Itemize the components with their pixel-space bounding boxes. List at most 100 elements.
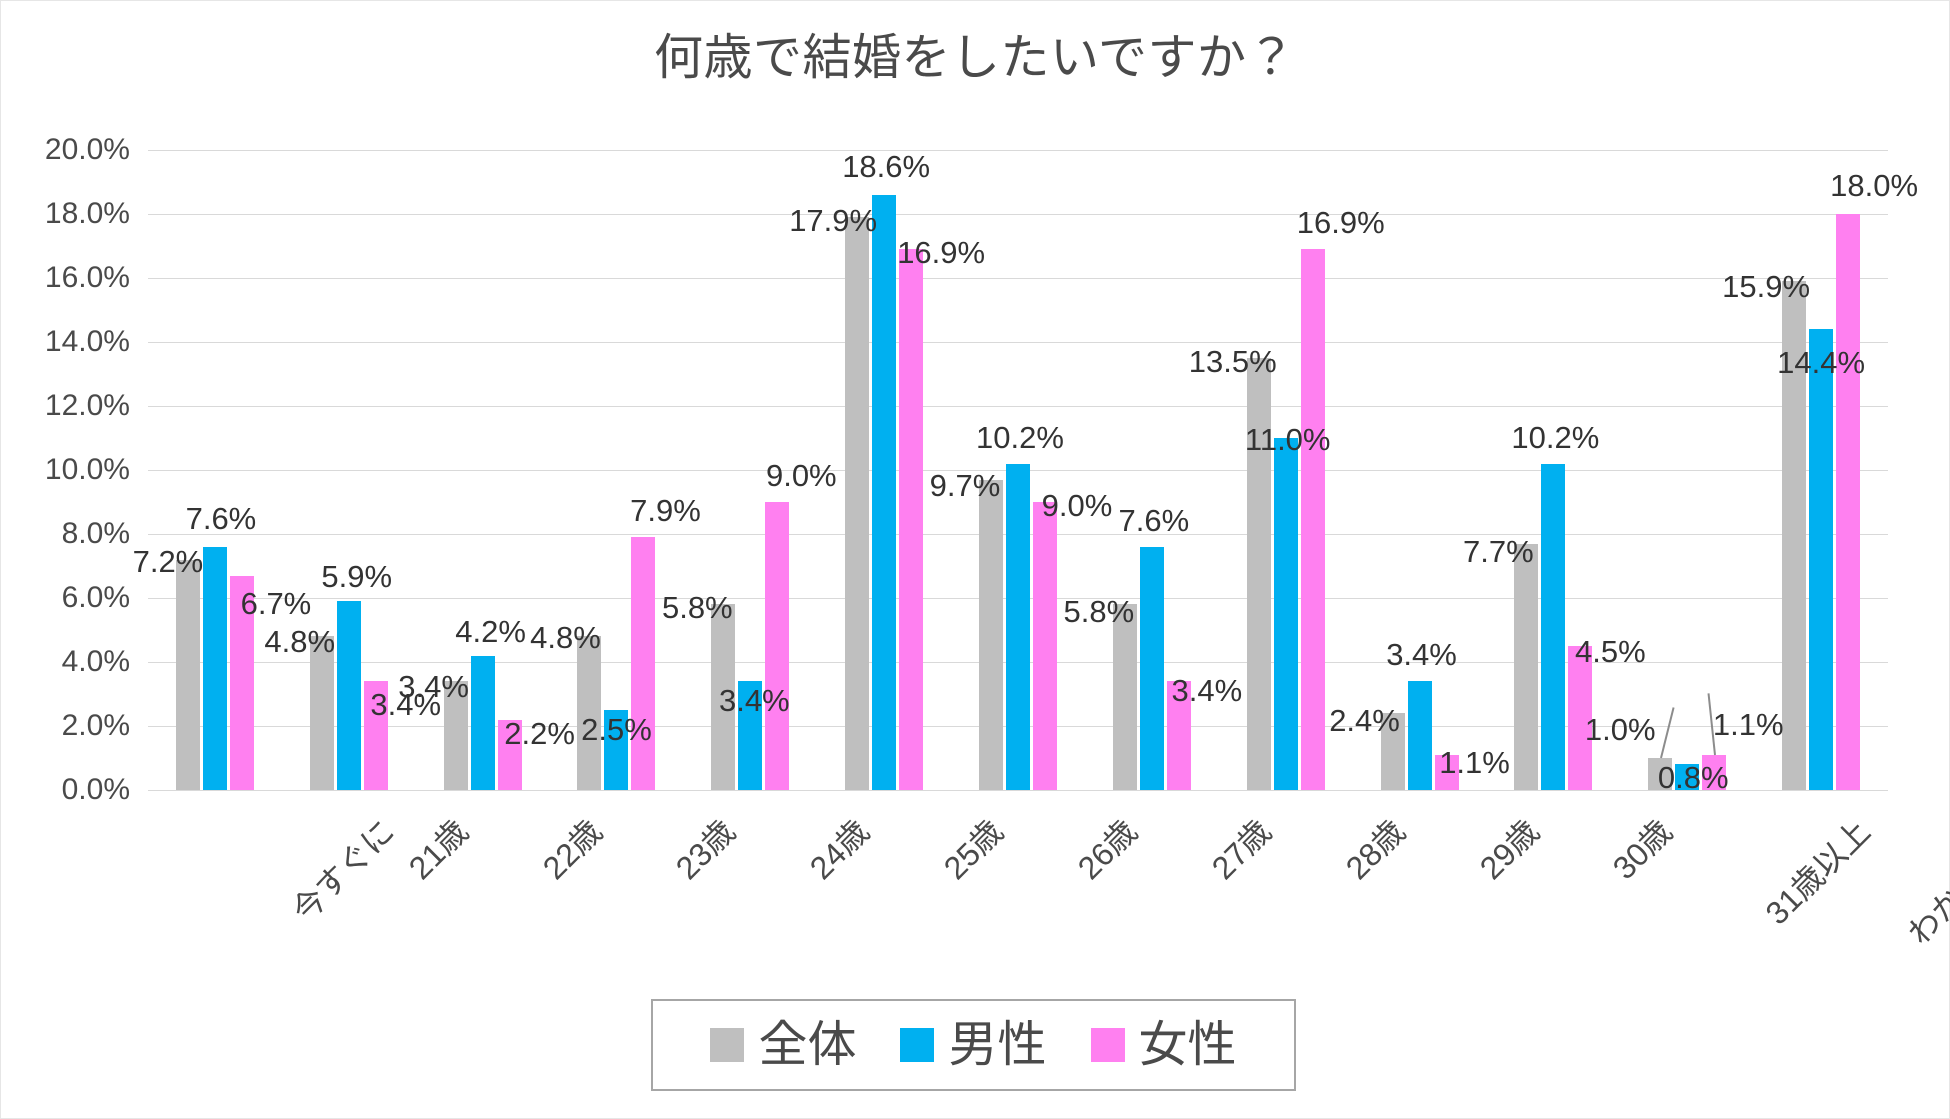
bar-男性-24歳[interactable] <box>738 681 763 790</box>
data-label: 17.9% <box>789 203 878 239</box>
legend-swatch-josei <box>1090 1028 1125 1062</box>
legend-item-josei[interactable]: 女性 <box>1090 1020 1237 1070</box>
bar-女性-24歳[interactable] <box>765 502 790 790</box>
x-axis-category-label: 28歳 <box>1338 812 1412 887</box>
y-axis-tick-label: 20.0% <box>44 133 130 166</box>
bar-女性-30歳[interactable] <box>1568 646 1593 790</box>
bar-全体-わからない[interactable] <box>1782 281 1807 790</box>
bar-男性-21歳[interactable] <box>336 601 361 790</box>
x-axis-category-label: 31歳以上 <box>1758 812 1878 932</box>
data-label: 3.4% <box>370 687 442 723</box>
bar-男性-26歳[interactable] <box>1006 463 1030 790</box>
bar-全体-22歳[interactable] <box>443 681 468 790</box>
bar-男性-22歳[interactable] <box>470 655 495 790</box>
data-label: 1.1% <box>1439 744 1510 780</box>
data-label: 5.9% <box>321 559 393 595</box>
y-axis-tick-label: 2.0% <box>61 709 130 742</box>
legend-label-zentai: 全体 <box>758 1017 857 1072</box>
bar-全体-30歳[interactable] <box>1514 543 1539 790</box>
data-label: 7.6% <box>185 500 257 536</box>
bar-女性-今すぐに[interactable] <box>229 575 254 790</box>
data-label: 9.7% <box>929 467 1001 503</box>
bar-女性-27歳[interactable] <box>1166 681 1191 790</box>
data-label: 18.6% <box>842 148 931 184</box>
bar-女性-29歳[interactable] <box>1434 754 1459 790</box>
data-label: 9.0% <box>1041 488 1113 523</box>
chart-legend[interactable]: 全体 男性 女性 <box>651 999 1296 1091</box>
x-axis-category-label: 29歳 <box>1472 812 1546 887</box>
bar-全体-21歳[interactable] <box>309 636 334 790</box>
data-label: 5.8% <box>1063 594 1135 630</box>
gridline <box>148 150 1888 151</box>
x-axis-category-label: 26歳 <box>1070 812 1145 887</box>
y-axis-tick-label: 4.0% <box>61 645 130 678</box>
legend-item-dansei[interactable]: 男性 <box>900 1017 1047 1072</box>
bar-男性-31歳以上[interactable] <box>1675 764 1700 790</box>
y-axis-tick-label: 12.0% <box>44 389 130 422</box>
bar-男性-27歳[interactable] <box>1139 546 1164 790</box>
gridline <box>148 406 1888 407</box>
data-label: 10.2% <box>976 419 1064 455</box>
bar-女性-21歳[interactable] <box>363 681 388 790</box>
data-label: 4.8% <box>264 624 336 660</box>
data-label: 3.4% <box>1386 637 1457 673</box>
plot-area: 7.2% 7.6% 6.7% 4.8% 5.9% 3.4% 3.4% 4.2% 2.2% 4.8%… <box>133 148 1918 796</box>
data-label-leader-line <box>1660 707 1675 759</box>
bar-女性-23歳[interactable] <box>631 537 656 790</box>
data-label: 7.2% <box>132 543 204 579</box>
x-axis-category-label: 23歳 <box>669 812 743 887</box>
x-axis-category-label: わからない <box>1900 812 1950 952</box>
bar-全体-25歳[interactable] <box>845 217 870 790</box>
bar-女性-31歳以上[interactable] <box>1702 754 1727 790</box>
y-axis-tick-label: 6.0% <box>61 581 130 614</box>
data-label: 18.0% <box>1830 168 1919 203</box>
data-label: 1.1% <box>1712 706 1784 742</box>
bar-全体-29歳[interactable] <box>1380 713 1405 790</box>
bar-全体-26歳[interactable] <box>979 479 1003 790</box>
data-label: 16.9% <box>1296 205 1385 241</box>
data-label: 13.5% <box>1188 344 1277 379</box>
data-label: 14.4% <box>1777 345 1866 381</box>
x-axis-category-label: 27歳 <box>1204 812 1278 887</box>
data-label: 7.9% <box>630 493 701 529</box>
bar-全体-24歳[interactable] <box>711 604 736 790</box>
data-label: 7.6% <box>1118 502 1190 538</box>
bar-男性-わからない[interactable] <box>1809 329 1834 790</box>
data-label: 4.2% <box>455 613 526 649</box>
gridline <box>148 342 1888 343</box>
bar-全体-23歳[interactable] <box>577 636 602 790</box>
bar-男性-25歳[interactable] <box>872 194 897 790</box>
bar-女性-25歳[interactable] <box>899 249 924 790</box>
data-label: 11.0% <box>1244 422 1331 457</box>
y-axis-tick-label: 0.0% <box>61 773 130 806</box>
data-label: 6.7% <box>240 585 312 621</box>
data-label: 0.8% <box>1657 760 1729 796</box>
bar-女性-22歳[interactable] <box>497 719 522 790</box>
chart-title: 何歳で結婚をしたいですか？ <box>653 31 1297 85</box>
legend-swatch-zentai <box>710 1028 745 1062</box>
data-label: 3.4% <box>398 669 469 705</box>
bar-全体-28歳[interactable] <box>1246 358 1271 790</box>
legend-label-dansei: 男性 <box>948 1017 1047 1072</box>
bar-女性-わからない[interactable] <box>1836 214 1861 790</box>
bar-全体-27歳[interactable] <box>1112 604 1137 790</box>
bar-男性-今すぐに[interactable] <box>202 546 227 790</box>
data-label: 9.0% <box>765 458 837 493</box>
bar-男性-23歳[interactable] <box>604 710 629 790</box>
bar-男性-30歳[interactable] <box>1541 463 1566 790</box>
bar-女性-26歳[interactable] <box>1033 502 1057 790</box>
bar-男性-28歳[interactable] <box>1273 438 1298 790</box>
x-axis-category-label: 24歳 <box>803 812 877 887</box>
data-label: 2.4% <box>1329 703 1400 739</box>
bar-男性-29歳[interactable] <box>1407 681 1432 790</box>
y-axis-tick-label: 14.0% <box>44 325 130 358</box>
x-axis-category-label: 22歳 <box>535 812 609 887</box>
bar-女性-28歳[interactable] <box>1300 249 1325 790</box>
data-label: 5.8% <box>661 590 733 626</box>
data-label: 3.4% <box>1171 673 1243 709</box>
bar-全体-今すぐに[interactable] <box>175 559 200 790</box>
bar-全体-31歳以上[interactable] <box>1648 758 1673 790</box>
x-axis-category-label: 25歳 <box>936 812 1011 887</box>
legend-item-zentai[interactable]: 全体 <box>710 1017 857 1072</box>
